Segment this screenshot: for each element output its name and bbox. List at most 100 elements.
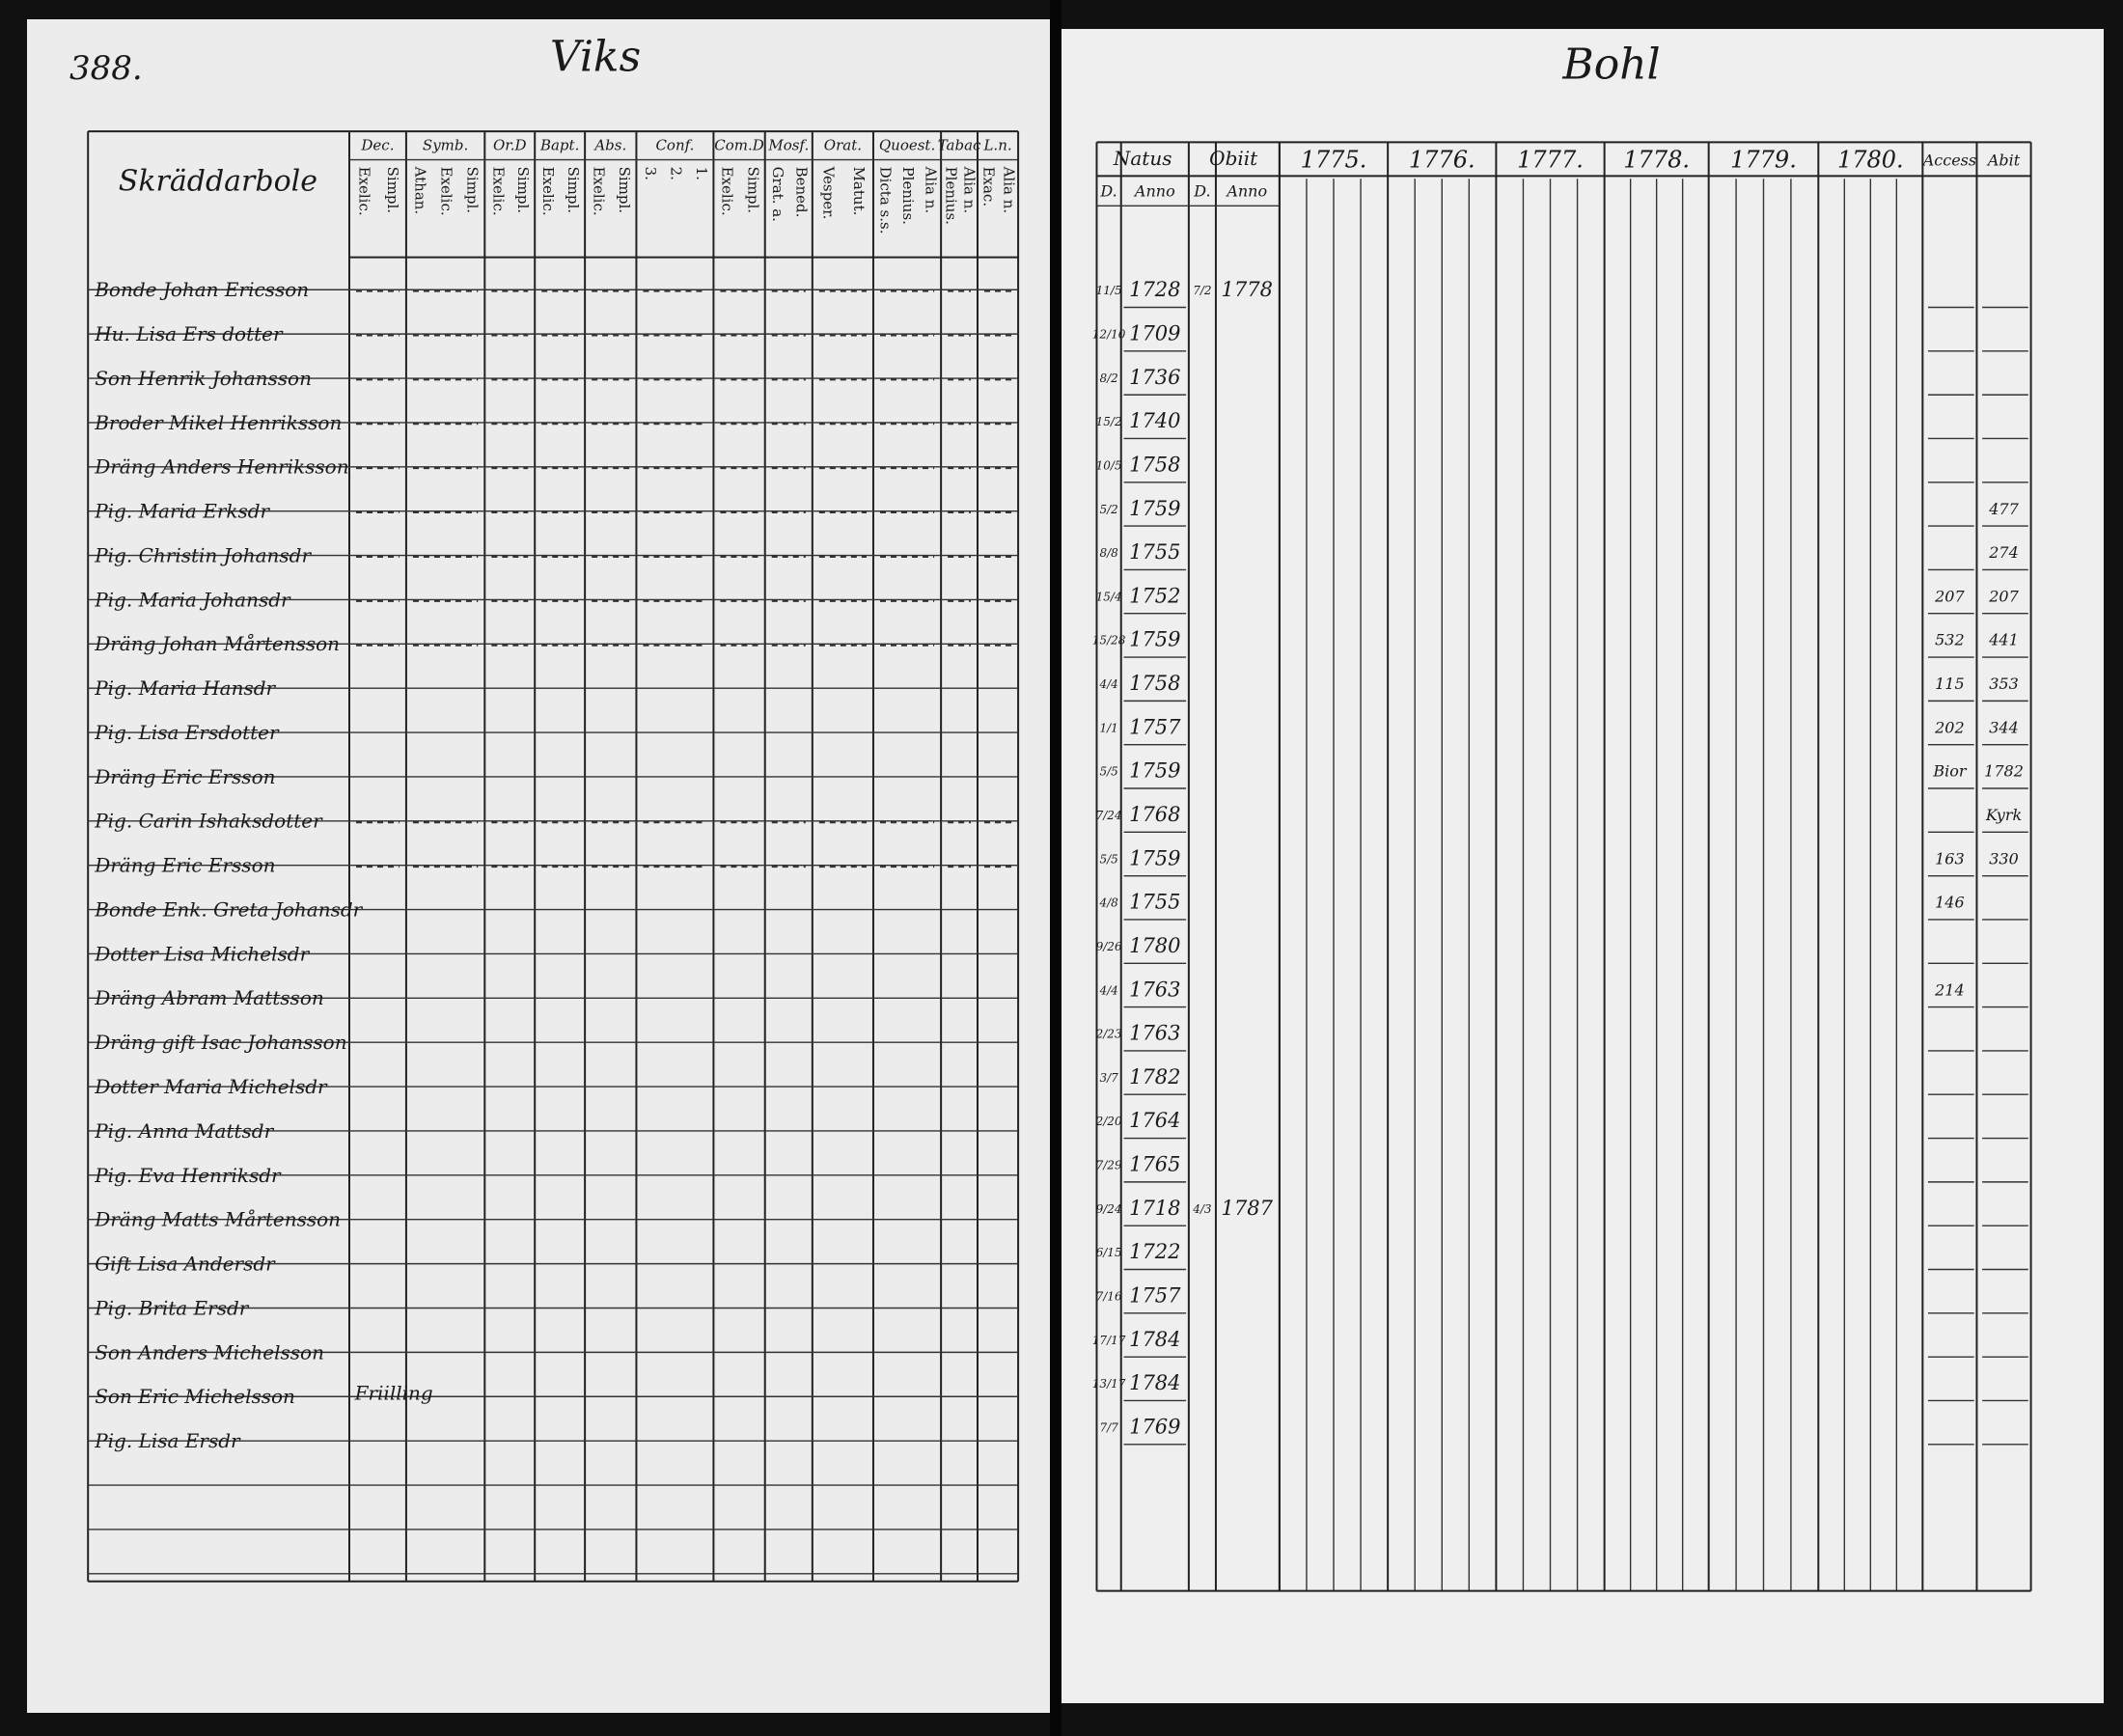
column-sublabel: Matut.: [850, 167, 868, 216]
birth-year: 1759: [1129, 846, 1180, 869]
birth-year: 1759: [1129, 628, 1180, 651]
abit-entry: 477: [1988, 500, 2019, 518]
person-name: Bonde Enk. Greta Johansdr: [94, 897, 363, 921]
person-name: Pig. Maria Erksdr: [94, 500, 270, 523]
birth-day: 3/7: [1099, 1071, 1118, 1085]
birth-day: 4/8: [1098, 896, 1118, 910]
access-entry: 532: [1935, 631, 1965, 649]
birth-year: 1728: [1129, 278, 1180, 301]
page-number: 388.: [69, 49, 143, 88]
access-entry: 202: [1934, 718, 1965, 736]
column-label: Bapt.: [539, 137, 579, 154]
column-label: Tabac: [938, 137, 981, 154]
column-label: Dec.: [360, 137, 394, 154]
person-name: Pig. Carin Ishaksdotter: [94, 810, 323, 833]
person-name: Gift Lisa Andersdr: [95, 1253, 276, 1276]
birth-day: 4/4: [1098, 677, 1117, 691]
year-label: 1775.: [1301, 146, 1367, 173]
column-label: Quoest.: [879, 137, 935, 154]
birth-year: 1763: [1129, 978, 1180, 1001]
birth-day: 15/2: [1096, 415, 1122, 428]
person-name: Pig. Lisa Ersdr: [94, 1429, 241, 1452]
birth-year: 1784: [1129, 1328, 1180, 1351]
birth-day: 1/1: [1099, 721, 1117, 734]
person-name: Dotter Maria Michelsdr: [94, 1075, 328, 1098]
column-sublabel: Athan.: [411, 166, 428, 215]
person-name: Dräng gift Isac Johansson: [94, 1031, 346, 1054]
birth-year: 1768: [1129, 803, 1180, 826]
person-name: Dotter Lisa Michelsdr: [94, 942, 310, 965]
column-sublabel: 1.: [693, 167, 710, 180]
person-name: Pig. Anna Mattsdr: [94, 1119, 274, 1143]
column-label: Mosf.: [767, 137, 809, 154]
person-name: Son Henrik Johansson: [95, 367, 312, 390]
death-day: 4/3: [1192, 1202, 1212, 1216]
birth-year: 1709: [1129, 321, 1180, 344]
column-sublabel: Grat. a.: [769, 167, 786, 222]
column-sublabel: Exelic.: [719, 167, 736, 216]
person-name: Pig. Eva Henriksdr: [94, 1164, 282, 1187]
birth-year: 1722: [1129, 1240, 1180, 1263]
person-name: Dräng Anders Henriksson: [94, 455, 348, 479]
column-sublabel: Dicta s.s.: [877, 167, 895, 234]
birth-year: 1752: [1129, 584, 1180, 607]
section-title: Skräddarbole: [119, 164, 317, 198]
year-label: 1779.: [1730, 146, 1797, 173]
year-label: 1780.: [1837, 146, 1904, 173]
column-label: Orat.: [824, 137, 862, 154]
birth-year: 1759: [1129, 759, 1180, 783]
birth-year: 1764: [1129, 1109, 1180, 1132]
left-title: Viks: [550, 33, 641, 82]
access-entry: Bior: [1932, 762, 1968, 781]
person-name: Bonde Johan Ericsson: [94, 278, 309, 301]
column-sublabel: Alia n.: [1001, 166, 1018, 214]
year-label: 1778.: [1623, 146, 1690, 173]
column-sublabel: 2.: [667, 167, 684, 180]
birth-day: 9/26: [1096, 940, 1122, 953]
column-sublabel: Alia n.: [961, 166, 979, 214]
binding: [1050, 0, 1062, 1736]
birth-year: 1784: [1129, 1371, 1180, 1394]
birth-year: 1757: [1129, 1283, 1181, 1307]
column-label: Conf.: [655, 137, 694, 154]
death-year: 1787: [1221, 1197, 1273, 1220]
obiit-label: Obiit: [1209, 147, 1258, 170]
column-label: Abs.: [593, 137, 626, 154]
person-name: Hu. Lisa Ers dotter: [94, 322, 284, 345]
person-name: Dräng Matts Mårtensson: [94, 1208, 341, 1231]
birth-day: 17/17: [1092, 1334, 1126, 1347]
column-sublabel: Alia n.: [922, 166, 939, 214]
birth-day: 10/5: [1096, 458, 1122, 472]
year-label: 1776.: [1409, 146, 1475, 173]
birth-day: 11/5: [1096, 284, 1122, 297]
access-entry: 207: [1934, 587, 1965, 605]
column-sublabel: Simpl.: [464, 167, 482, 213]
birth-year: 1755: [1129, 540, 1180, 564]
birth-day: 6/15: [1096, 1246, 1122, 1259]
column-sublabel: Plenius.: [943, 167, 960, 225]
person-name: Son Eric Michelsson: [95, 1385, 295, 1408]
birth-day: 5/5: [1099, 765, 1117, 779]
sub-header: D.: [1099, 182, 1117, 201]
natus-label: Natus: [1113, 147, 1172, 170]
birth-day: 12/10: [1092, 327, 1126, 341]
birth-year: 1759: [1129, 497, 1180, 520]
right-title: Bohl: [1561, 41, 1660, 90]
birth-day: 5/5: [1099, 852, 1117, 866]
death-day: 7/2: [1193, 284, 1211, 297]
year-label: 1777.: [1517, 146, 1584, 173]
birth-year: 1757: [1129, 715, 1181, 738]
abit-entry: 274: [1988, 543, 2019, 562]
birth-day: 9/24: [1096, 1202, 1122, 1216]
birth-year: 1782: [1129, 1065, 1180, 1088]
column-sublabel: Exac.: [980, 167, 998, 207]
birth-year: 1758: [1129, 453, 1180, 476]
birth-day: 15/28: [1092, 634, 1126, 648]
birth-day: 8/8: [1099, 546, 1118, 560]
abit-entry: 344: [1989, 718, 2019, 736]
birth-day: 8/2: [1099, 372, 1117, 385]
column-sublabel: Exelic.: [356, 167, 373, 216]
birth-day: 4/4: [1098, 983, 1117, 997]
access-entry: 115: [1935, 675, 1965, 693]
